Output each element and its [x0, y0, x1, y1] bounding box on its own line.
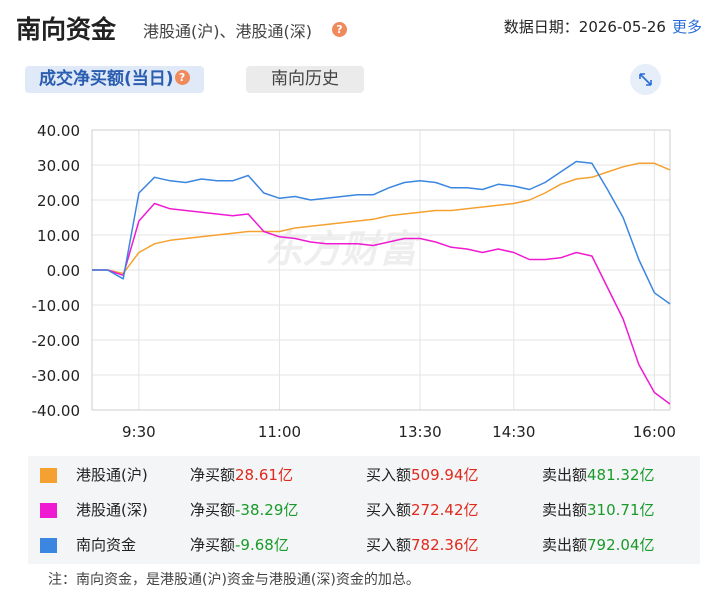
net-label: 净买额 — [190, 501, 236, 519]
series-line — [92, 162, 671, 275]
buy-value: 272.42亿 — [411, 501, 479, 519]
x-tick-label: 11:00 — [258, 423, 301, 441]
y-tick-label: 20.00 — [37, 192, 80, 210]
subtitle: 港股通(沪)、港股通(深) — [143, 22, 312, 41]
sell-label: 卖出额 — [542, 501, 588, 519]
y-tick-label: -30.00 — [32, 367, 80, 385]
date-box: 数据日期：2026-05-26 更多 — [504, 16, 702, 37]
legend-row: 港股通(深) 净买额-38.29亿 买入额272.42亿 卖出额310.71亿 — [28, 495, 700, 525]
legend-cell: 买入额509.94亿 — [366, 460, 479, 490]
data-date: 数据日期：2026-05-26 — [503, 18, 666, 36]
title: 南向资金 — [16, 15, 117, 44]
tab-active[interactable]: 成交净买额(当日)? — [25, 66, 204, 93]
net-label: 净买额 — [190, 536, 236, 554]
chart: 东方财富 -40.00 -30.00 -20.00 -10.00 0.00 10.00 20.… — [32, 122, 676, 441]
legend-swatch — [40, 538, 57, 553]
net-value: -9.68亿 — [235, 536, 289, 554]
series-line — [92, 202, 671, 405]
buy-label: 买入额 — [366, 501, 412, 519]
net-label: 净买额 — [190, 466, 236, 484]
y-tick-label: 10.00 — [37, 227, 80, 245]
sell-value: 792.04亿 — [587, 536, 655, 554]
tab[interactable]: 南向历史 — [246, 66, 364, 93]
expand-button[interactable] — [630, 64, 661, 95]
y-tick-label: 30.00 — [37, 157, 80, 175]
legend-cell: 净买额28.61亿 — [190, 460, 293, 490]
buy-label: 买入额 — [366, 536, 412, 554]
legend-table: 港股通(沪) 净买额28.61亿 买入额509.94亿 卖出额481.32亿 港股通(深… — [28, 456, 700, 564]
legend-cell: 净买额-9.68亿 — [190, 530, 289, 560]
help-icon[interactable]: ? — [332, 22, 347, 37]
net-value: 28.61亿 — [235, 466, 293, 484]
sell-label: 卖出额 — [542, 466, 588, 484]
x-tick-label: 9:30 — [122, 423, 156, 441]
legend-swatch — [40, 503, 57, 518]
sell-value: 481.32亿 — [587, 466, 655, 484]
net-value: -38.29亿 — [235, 501, 299, 519]
buy-value: 509.94亿 — [411, 466, 479, 484]
buy-value: 782.36亿 — [411, 536, 479, 554]
legend-row: 港股通(沪) 净买额28.61亿 买入额509.94亿 卖出额481.32亿 — [28, 460, 700, 490]
legend-row: 南向资金 净买额-9.68亿 买入额782.36亿 卖出额792.04亿 — [28, 530, 700, 560]
x-tick-label: 13:30 — [398, 423, 441, 441]
tab-label: 成交净买额(当日) — [39, 69, 174, 89]
legend-cell: 净买额-38.29亿 — [190, 495, 298, 525]
legend-name: 港股通(沪) — [76, 466, 148, 484]
legend-cell: 卖出额792.04亿 — [542, 530, 655, 560]
sell-label: 卖出额 — [542, 536, 588, 554]
expand-icon — [639, 73, 652, 86]
y-tick-label: 0.00 — [47, 262, 80, 280]
x-tick-label: 14:30 — [492, 423, 535, 441]
watermark: 东方财富 — [265, 227, 423, 271]
legend-name: 南向资金 — [76, 536, 137, 554]
y-tick-label: -10.00 — [32, 297, 80, 315]
legend-cell: 买入额782.36亿 — [366, 530, 479, 560]
x-tick-label: 16:00 — [633, 423, 676, 441]
note: 注：南向资金，是港股通(沪)资金与港股通(深)资金的加总。 — [48, 572, 420, 588]
help-icon[interactable]: ? — [174, 69, 190, 85]
sell-value: 310.71亿 — [587, 501, 655, 519]
legend-cell: 卖出额481.32亿 — [542, 460, 655, 490]
y-tick-label: -20.00 — [32, 332, 80, 350]
legend-swatch — [40, 468, 57, 483]
legend-name: 港股通(深) — [76, 501, 148, 519]
y-tick-label: -40.00 — [32, 402, 80, 420]
buy-label: 买入额 — [366, 466, 412, 484]
legend-cell: 买入额272.42亿 — [366, 495, 479, 525]
series-line — [92, 160, 671, 305]
y-tick-label: 40.00 — [37, 122, 80, 140]
more-link[interactable]: 更多 — [671, 18, 702, 36]
legend-cell: 卖出额310.71亿 — [542, 495, 655, 525]
